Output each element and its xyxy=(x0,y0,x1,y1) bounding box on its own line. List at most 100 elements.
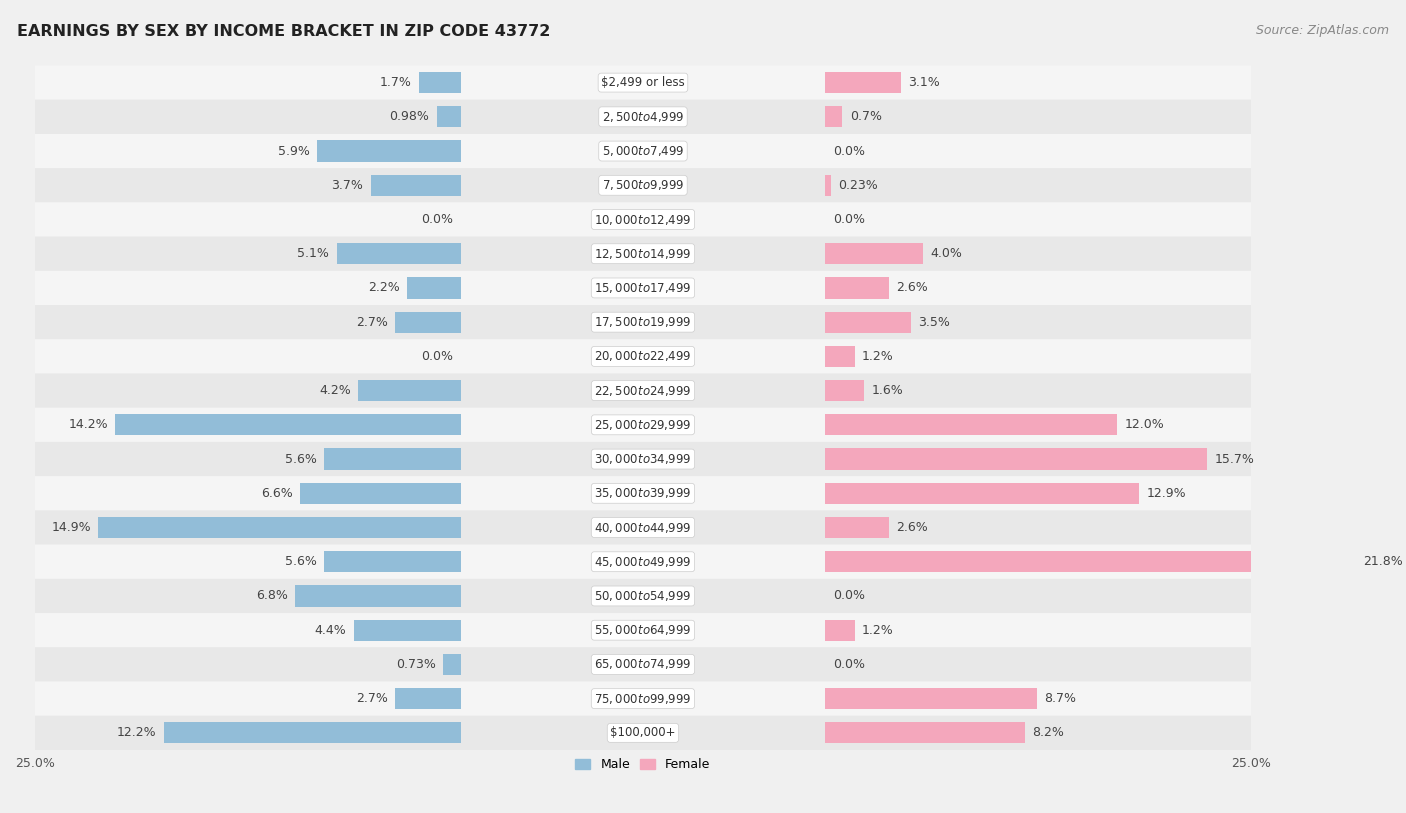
Text: 0.0%: 0.0% xyxy=(832,145,865,158)
FancyBboxPatch shape xyxy=(35,511,1251,545)
Text: 0.0%: 0.0% xyxy=(832,589,865,602)
Bar xyxy=(825,380,865,402)
Text: $50,000 to $54,999: $50,000 to $54,999 xyxy=(595,589,692,603)
Bar xyxy=(419,72,461,93)
Bar xyxy=(325,449,461,470)
Bar xyxy=(825,243,922,264)
Text: 5.9%: 5.9% xyxy=(278,145,309,158)
FancyBboxPatch shape xyxy=(35,168,1251,202)
FancyBboxPatch shape xyxy=(35,476,1251,511)
Text: $40,000 to $44,999: $40,000 to $44,999 xyxy=(595,520,692,534)
Bar xyxy=(353,620,461,641)
Text: 0.23%: 0.23% xyxy=(838,179,877,192)
Text: $75,000 to $99,999: $75,000 to $99,999 xyxy=(595,692,692,706)
FancyBboxPatch shape xyxy=(35,202,1251,237)
FancyBboxPatch shape xyxy=(35,681,1251,715)
Bar xyxy=(825,346,855,367)
Text: 8.2%: 8.2% xyxy=(1032,726,1064,739)
FancyBboxPatch shape xyxy=(35,442,1251,476)
Bar xyxy=(336,243,461,264)
Bar xyxy=(299,483,461,504)
Bar xyxy=(825,517,889,538)
Bar xyxy=(825,483,1139,504)
Text: 12.9%: 12.9% xyxy=(1146,487,1187,500)
Text: 12.0%: 12.0% xyxy=(1125,419,1164,432)
Bar xyxy=(318,141,461,162)
Text: 3.7%: 3.7% xyxy=(332,179,363,192)
Bar xyxy=(115,415,461,436)
Text: 1.7%: 1.7% xyxy=(380,76,412,89)
Text: Source: ZipAtlas.com: Source: ZipAtlas.com xyxy=(1256,24,1389,37)
FancyBboxPatch shape xyxy=(35,579,1251,613)
FancyBboxPatch shape xyxy=(35,545,1251,579)
Bar xyxy=(825,688,1038,709)
Text: 3.1%: 3.1% xyxy=(908,76,939,89)
Text: $2,499 or less: $2,499 or less xyxy=(602,76,685,89)
Text: 6.6%: 6.6% xyxy=(262,487,292,500)
Text: 0.0%: 0.0% xyxy=(422,213,453,226)
Text: $7,500 to $9,999: $7,500 to $9,999 xyxy=(602,178,685,193)
FancyBboxPatch shape xyxy=(35,339,1251,373)
Bar xyxy=(825,415,1118,436)
Text: $5,000 to $7,499: $5,000 to $7,499 xyxy=(602,144,685,158)
Text: $2,500 to $4,999: $2,500 to $4,999 xyxy=(602,110,685,124)
FancyBboxPatch shape xyxy=(35,373,1251,408)
Text: 15.7%: 15.7% xyxy=(1215,453,1254,466)
Bar xyxy=(165,722,461,743)
Text: 4.4%: 4.4% xyxy=(315,624,346,637)
Text: 1.2%: 1.2% xyxy=(862,624,894,637)
Text: 0.0%: 0.0% xyxy=(832,213,865,226)
Text: 1.2%: 1.2% xyxy=(862,350,894,363)
Text: 2.7%: 2.7% xyxy=(356,692,388,705)
FancyBboxPatch shape xyxy=(35,305,1251,339)
Text: 14.9%: 14.9% xyxy=(51,521,91,534)
Text: 5.1%: 5.1% xyxy=(297,247,329,260)
Text: 2.2%: 2.2% xyxy=(368,281,399,294)
Text: $25,000 to $29,999: $25,000 to $29,999 xyxy=(595,418,692,432)
Text: 21.8%: 21.8% xyxy=(1362,555,1403,568)
Text: $15,000 to $17,499: $15,000 to $17,499 xyxy=(595,281,692,295)
FancyBboxPatch shape xyxy=(35,134,1251,168)
Text: $45,000 to $49,999: $45,000 to $49,999 xyxy=(595,554,692,569)
Text: $65,000 to $74,999: $65,000 to $74,999 xyxy=(595,658,692,672)
Bar xyxy=(371,175,461,196)
Text: 1.6%: 1.6% xyxy=(872,384,903,397)
Bar xyxy=(443,654,461,675)
Text: 8.7%: 8.7% xyxy=(1045,692,1076,705)
Text: 0.73%: 0.73% xyxy=(395,658,436,671)
Text: 6.8%: 6.8% xyxy=(256,589,288,602)
Bar xyxy=(825,722,1025,743)
Text: 4.0%: 4.0% xyxy=(929,247,962,260)
Text: $30,000 to $34,999: $30,000 to $34,999 xyxy=(595,452,692,466)
Text: 5.6%: 5.6% xyxy=(285,555,318,568)
Text: 2.6%: 2.6% xyxy=(896,281,928,294)
Text: $22,500 to $24,999: $22,500 to $24,999 xyxy=(595,384,692,398)
Text: $10,000 to $12,499: $10,000 to $12,499 xyxy=(595,212,692,227)
Bar xyxy=(825,551,1355,572)
Text: $100,000+: $100,000+ xyxy=(610,726,676,739)
Bar xyxy=(825,175,831,196)
Bar xyxy=(825,311,911,333)
Bar xyxy=(825,277,889,298)
FancyBboxPatch shape xyxy=(35,237,1251,271)
FancyBboxPatch shape xyxy=(35,100,1251,134)
Text: 4.2%: 4.2% xyxy=(319,384,352,397)
Text: 14.2%: 14.2% xyxy=(69,419,108,432)
Text: 3.5%: 3.5% xyxy=(918,315,949,328)
FancyBboxPatch shape xyxy=(35,271,1251,305)
Text: 0.98%: 0.98% xyxy=(389,111,429,124)
Text: 2.6%: 2.6% xyxy=(896,521,928,534)
Text: $55,000 to $64,999: $55,000 to $64,999 xyxy=(595,624,692,637)
Text: $20,000 to $22,499: $20,000 to $22,499 xyxy=(595,350,692,363)
Bar xyxy=(395,688,461,709)
Text: $12,500 to $14,999: $12,500 to $14,999 xyxy=(595,246,692,261)
Bar xyxy=(825,107,842,128)
Bar xyxy=(98,517,461,538)
Text: EARNINGS BY SEX BY INCOME BRACKET IN ZIP CODE 43772: EARNINGS BY SEX BY INCOME BRACKET IN ZIP… xyxy=(17,24,550,39)
Bar xyxy=(408,277,461,298)
Text: 12.2%: 12.2% xyxy=(117,726,156,739)
Text: $17,500 to $19,999: $17,500 to $19,999 xyxy=(595,315,692,329)
Text: 5.6%: 5.6% xyxy=(285,453,318,466)
Bar xyxy=(295,585,461,606)
FancyBboxPatch shape xyxy=(35,715,1251,750)
